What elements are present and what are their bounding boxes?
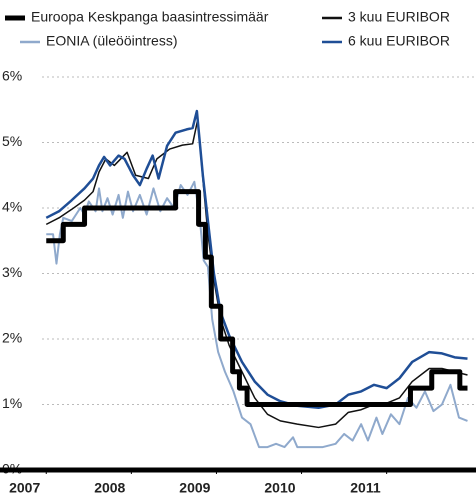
x-tick-label: 2007 — [9, 480, 40, 496]
y-tick-label: 2% — [2, 330, 22, 346]
legend-label: 6 kuu EURIBOR — [348, 33, 450, 49]
y-tick-label: 4% — [2, 199, 22, 215]
x-tick-label: 2009 — [179, 480, 210, 496]
legend-label: 3 kuu EURIBOR — [348, 9, 450, 25]
y-tick-label: 1% — [2, 395, 22, 411]
legend-label: Euroopa Keskpanga baasintressimäär — [31, 9, 269, 25]
x-tick-label: 2010 — [264, 480, 295, 496]
x-tick-label: 2008 — [94, 480, 125, 496]
y-tick-label: 6% — [2, 68, 22, 84]
legend-label: EONIA (üleööintress) — [46, 33, 178, 49]
y-tick-label: 5% — [2, 133, 22, 149]
series-line — [46, 180, 468, 449]
y-tick-label: 3% — [2, 264, 22, 280]
x-tick-label: 2011 — [350, 480, 381, 496]
series-line — [46, 189, 468, 407]
series-line — [45, 109, 468, 410]
